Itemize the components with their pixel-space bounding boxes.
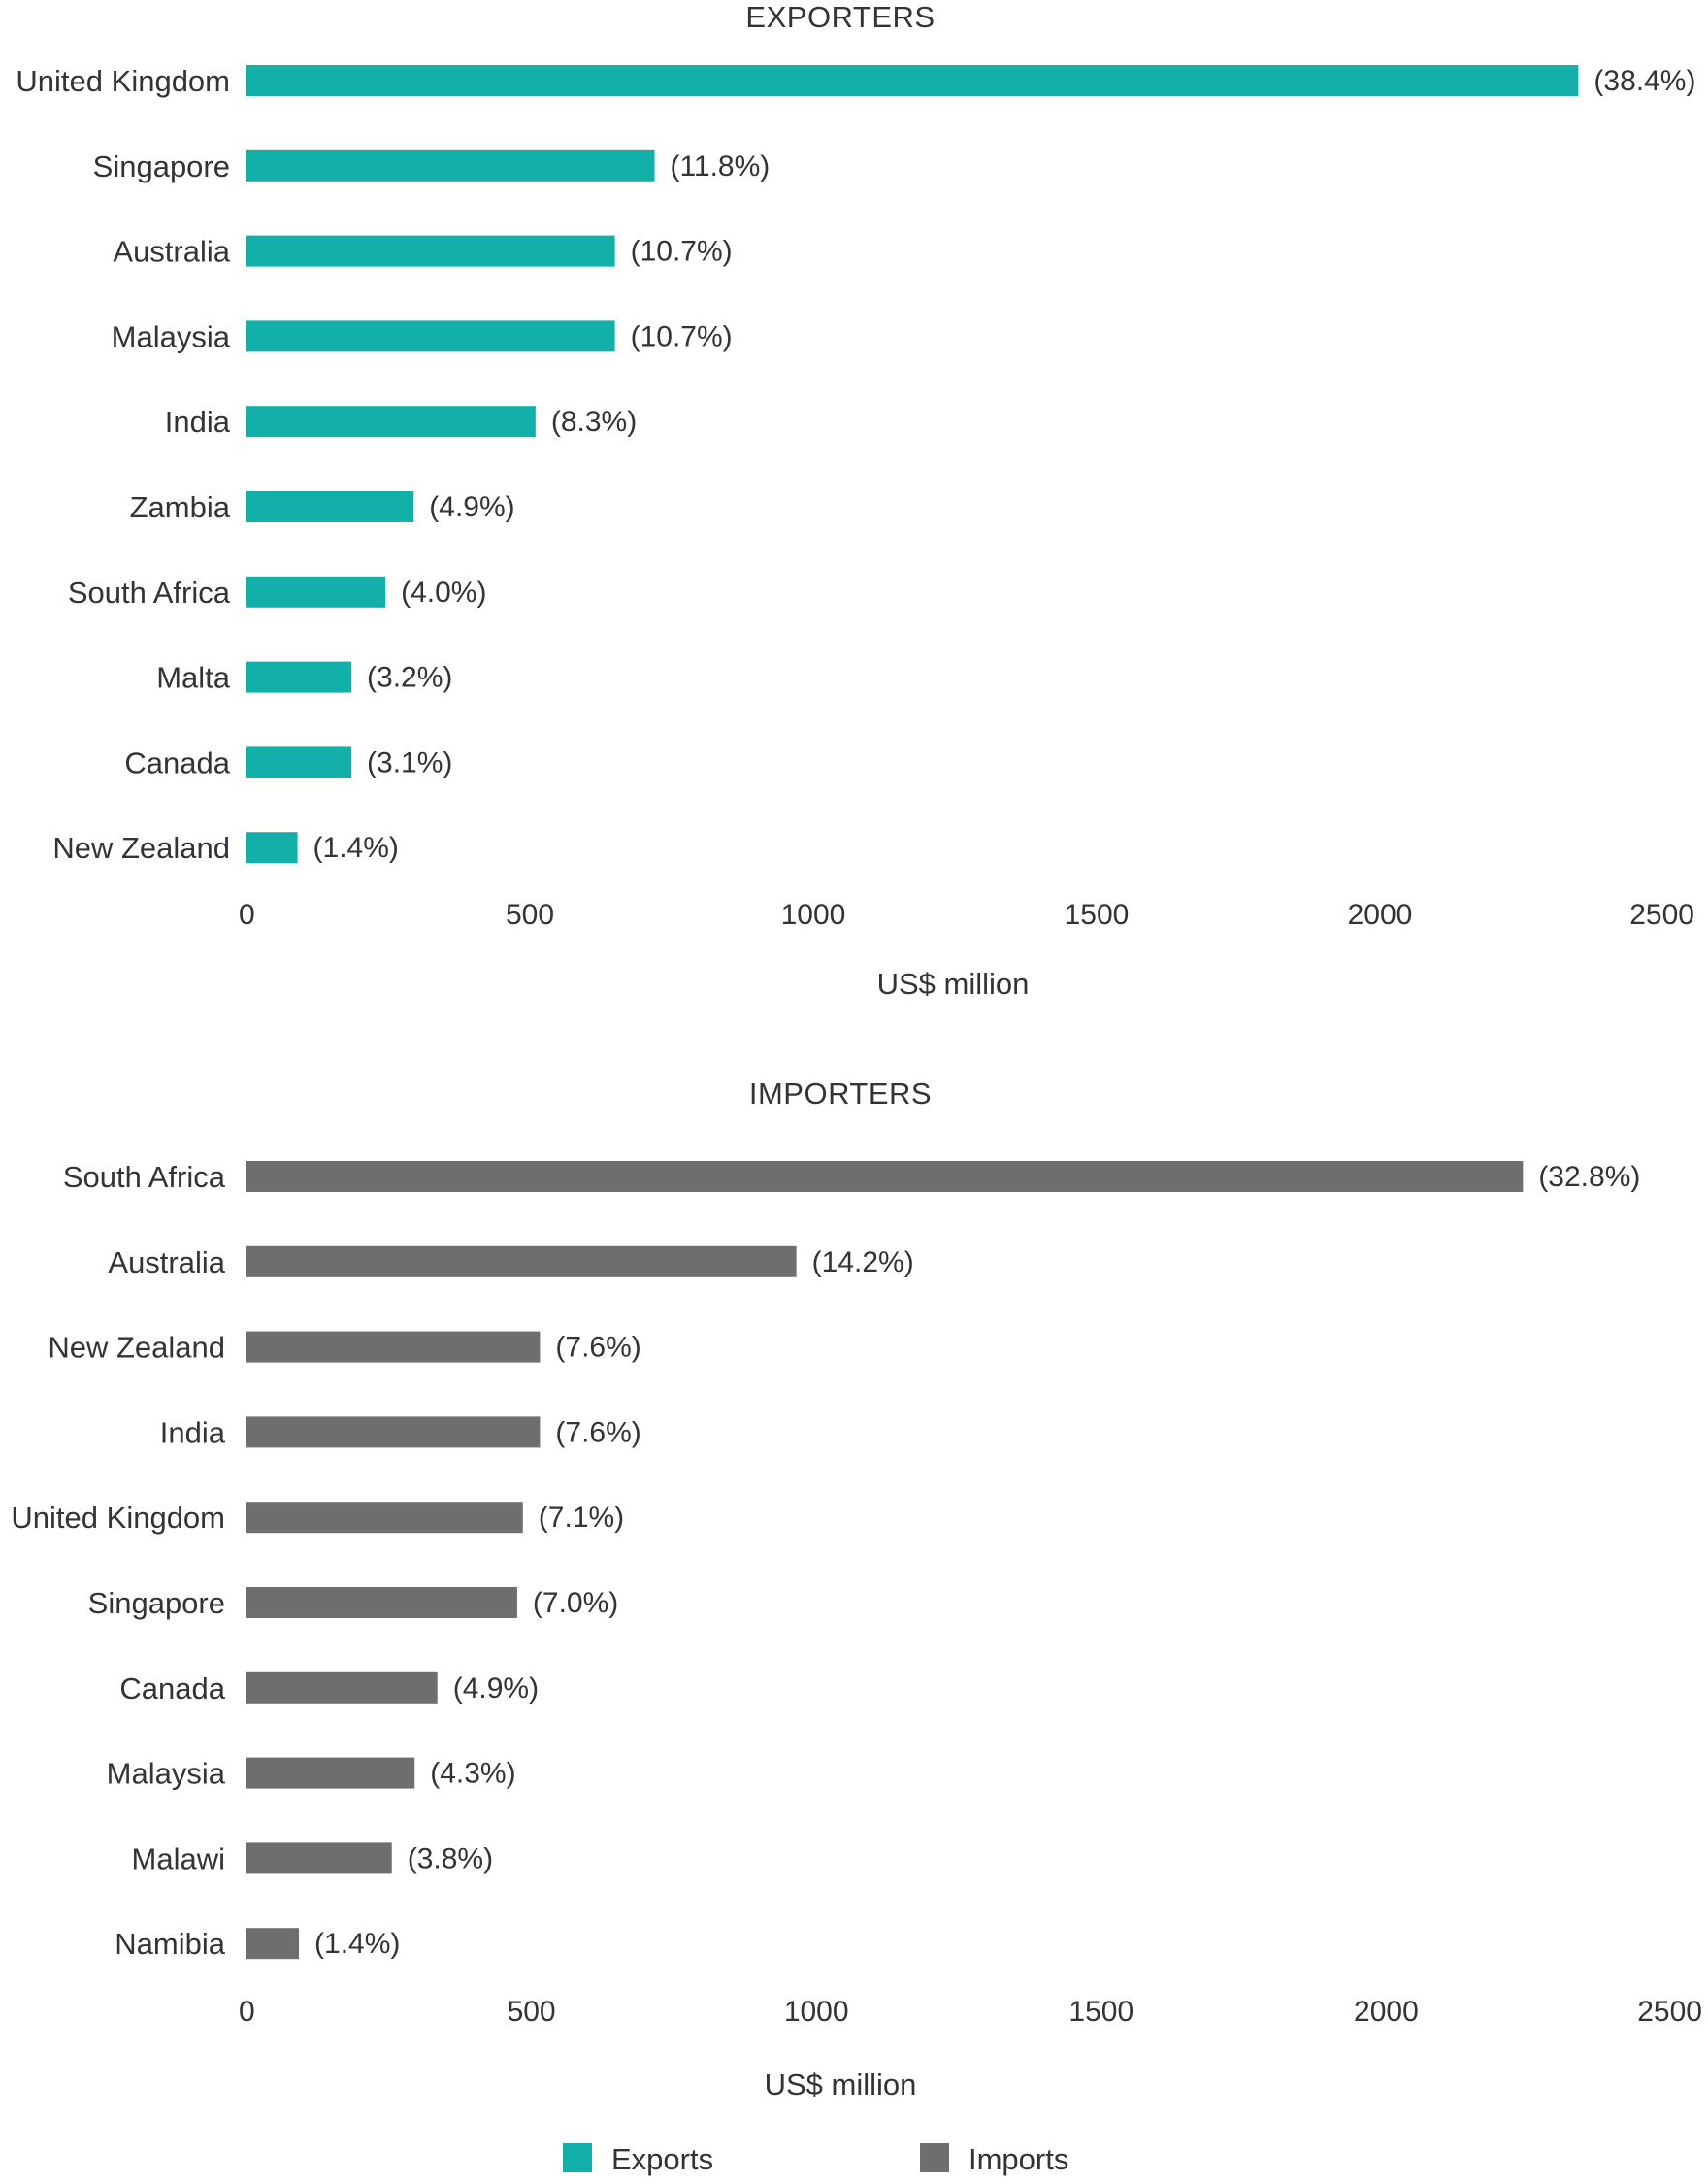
- bar: [246, 576, 386, 608]
- x-tick-label: 2000: [1354, 1996, 1419, 2028]
- data-label: (11.8%): [670, 150, 770, 182]
- legend-swatch-exports: [563, 2143, 592, 2172]
- category-label: Namibia: [115, 1927, 225, 1961]
- x-tick-label: 1000: [781, 899, 846, 931]
- category-label: South Africa: [63, 1160, 226, 1194]
- bar: [246, 1587, 517, 1618]
- data-label: (14.2%): [812, 1246, 914, 1278]
- bar: [246, 1928, 300, 1960]
- x-tick-label: 500: [508, 1996, 556, 2028]
- data-label: (32.8%): [1538, 1161, 1640, 1193]
- x-axis-label: US$ million: [765, 2068, 917, 2101]
- x-tick-label: 1500: [1065, 899, 1130, 931]
- x-tick-label: 500: [506, 899, 554, 931]
- bar: [246, 1671, 438, 1704]
- category-label: Australia: [113, 235, 230, 269]
- data-label: (8.3%): [551, 406, 637, 438]
- category-label: Malaysia: [107, 1757, 226, 1791]
- bar: [246, 235, 615, 267]
- bar: [246, 65, 1579, 96]
- x-tick-label: 2500: [1637, 1996, 1702, 2028]
- data-label: (1.4%): [313, 832, 399, 864]
- bar: [246, 1502, 523, 1534]
- bar: [246, 1245, 797, 1277]
- legend-label-imports: Imports: [969, 2142, 1068, 2176]
- data-label: (3.8%): [408, 1842, 493, 1874]
- legend-swatch-imports: [920, 2143, 949, 2172]
- x-tick-label: 2500: [1629, 899, 1694, 931]
- category-label: United Kingdom: [11, 1501, 225, 1535]
- category-label: Singapore: [93, 149, 230, 183]
- importers-chart: IMPORTERS South Africa (32.8%) Australia (14…: [11, 1076, 1702, 2101]
- category-label: South Africa: [68, 576, 231, 610]
- data-label: (3.1%): [367, 746, 452, 778]
- category-label: Australia: [108, 1245, 225, 1279]
- data-label: (7.1%): [539, 1502, 624, 1534]
- category-label: Malawi: [132, 1841, 225, 1875]
- bar: [246, 491, 414, 522]
- bar: [246, 832, 298, 864]
- category-label: Malaysia: [112, 319, 231, 353]
- data-label: (4.9%): [429, 491, 514, 523]
- data-label: (10.7%): [631, 320, 733, 352]
- chart-title: IMPORTERS: [749, 1076, 932, 1110]
- bar: [246, 1757, 415, 1789]
- data-label: (7.6%): [555, 1332, 640, 1364]
- legend-label-exports: Exports: [611, 2142, 713, 2176]
- bar: [246, 1161, 1524, 1192]
- data-label: (7.6%): [555, 1416, 640, 1448]
- category-label: India: [165, 405, 231, 439]
- x-tick-label: 2000: [1348, 899, 1413, 931]
- data-label: (1.4%): [314, 1928, 400, 1960]
- chart-title: EXPORTERS: [745, 0, 935, 34]
- x-tick-label: 1000: [784, 1996, 849, 2028]
- data-label: (38.4%): [1593, 65, 1695, 97]
- category-label: New Zealand: [48, 1331, 225, 1365]
- x-tick-label: 0: [239, 899, 255, 931]
- data-label: (10.7%): [631, 236, 733, 268]
- data-label: (4.0%): [401, 577, 486, 609]
- category-label: India: [160, 1415, 226, 1449]
- x-axis-label: US$ million: [877, 967, 1030, 1001]
- bar: [246, 1842, 392, 1874]
- x-tick-label: 0: [239, 1996, 255, 2028]
- category-label: Zambia: [130, 490, 231, 524]
- data-label: (3.2%): [367, 662, 452, 694]
- data-label: (4.9%): [453, 1672, 539, 1704]
- x-tick-label: 1500: [1068, 1996, 1133, 2028]
- exporters-chart: EXPORTERS United Kingdom (38.4%) Singapore (…: [16, 0, 1695, 1001]
- bar: [246, 320, 615, 352]
- bar: [246, 1416, 541, 1448]
- data-label: (7.0%): [533, 1587, 618, 1619]
- category-label: Malta: [156, 661, 231, 695]
- bar: [246, 1331, 541, 1363]
- category-label: New Zealand: [52, 831, 230, 865]
- category-label: Singapore: [88, 1586, 225, 1620]
- bar: [246, 149, 655, 182]
- category-label: Canada: [119, 1671, 225, 1705]
- data-label: (4.3%): [430, 1758, 515, 1790]
- category-label: Canada: [124, 745, 230, 779]
- bar: [246, 746, 352, 778]
- legend: Exports Imports: [563, 2142, 1068, 2176]
- category-label: United Kingdom: [16, 64, 230, 98]
- bar: [246, 406, 536, 438]
- bar: [246, 661, 352, 693]
